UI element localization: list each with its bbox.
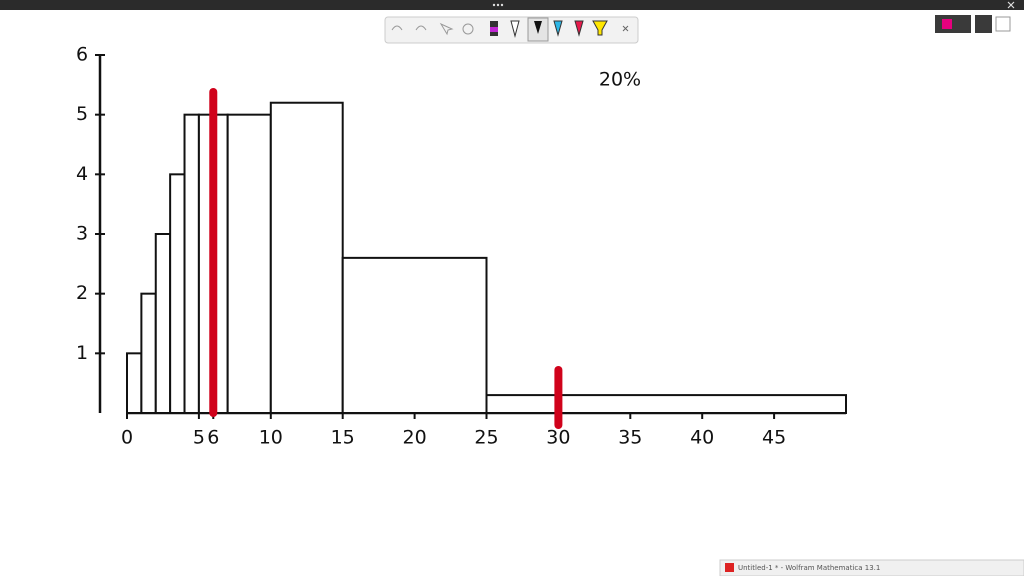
y-tick-label: 4	[76, 163, 88, 185]
x-tick-label: 45	[762, 427, 786, 449]
y-tick-label: 1	[76, 342, 88, 364]
histogram-bar	[341, 256, 488, 414]
histogram-bar	[183, 113, 200, 415]
x-tick-label: 35	[618, 427, 642, 449]
close-button[interactable]	[1007, 1, 1015, 9]
histogram-bar	[269, 101, 344, 414]
lasso-button[interactable]	[462, 23, 474, 35]
taskbar-title: Untitled-1 * - Wolfram Mathematica 13.1	[738, 564, 880, 572]
undo-button[interactable]	[391, 25, 403, 31]
x-tick-label: 6	[207, 427, 219, 449]
histogram-bar	[169, 173, 186, 414]
y-tick-label: 3	[76, 223, 88, 245]
y-tick-label: 2	[76, 282, 88, 304]
histogram-bar	[226, 113, 272, 415]
toolbar	[384, 16, 639, 44]
taskbar: Untitled-1 * - Wolfram Mathematica 13.1	[719, 559, 1024, 576]
annotation: 20%	[599, 69, 641, 91]
redo-button[interactable]	[415, 25, 427, 31]
x-tick-label: 10	[259, 427, 283, 449]
y-tick-label: 5	[76, 103, 88, 125]
toolbar-close[interactable]	[622, 25, 629, 32]
pen-red[interactable]	[574, 20, 584, 37]
pen-white[interactable]	[510, 20, 520, 38]
pen-cyan[interactable]	[553, 20, 563, 37]
y-tick-label: 6	[76, 44, 88, 66]
histogram-bar	[140, 292, 157, 414]
pen-black[interactable]	[527, 17, 549, 42]
title-bar	[0, 0, 1024, 10]
x-tick-label: 0	[121, 427, 133, 449]
histogram-bar	[485, 394, 847, 415]
pen-purple[interactable]	[490, 21, 498, 36]
x-tick-label: 40	[690, 427, 714, 449]
x-tick-label: 20	[403, 427, 427, 449]
select-button[interactable]	[439, 22, 454, 36]
x-tick-label: 25	[474, 427, 498, 449]
more-button[interactable]	[492, 3, 504, 7]
highlighter-yellow[interactable]	[592, 20, 608, 36]
color-picker[interactable]	[935, 15, 1011, 33]
histogram-bar	[154, 233, 172, 414]
x-tick-label: 15	[331, 427, 355, 449]
x-tick-label: 5	[193, 427, 205, 449]
x-tick-label: 30	[546, 427, 570, 449]
histogram-bar	[126, 352, 143, 415]
